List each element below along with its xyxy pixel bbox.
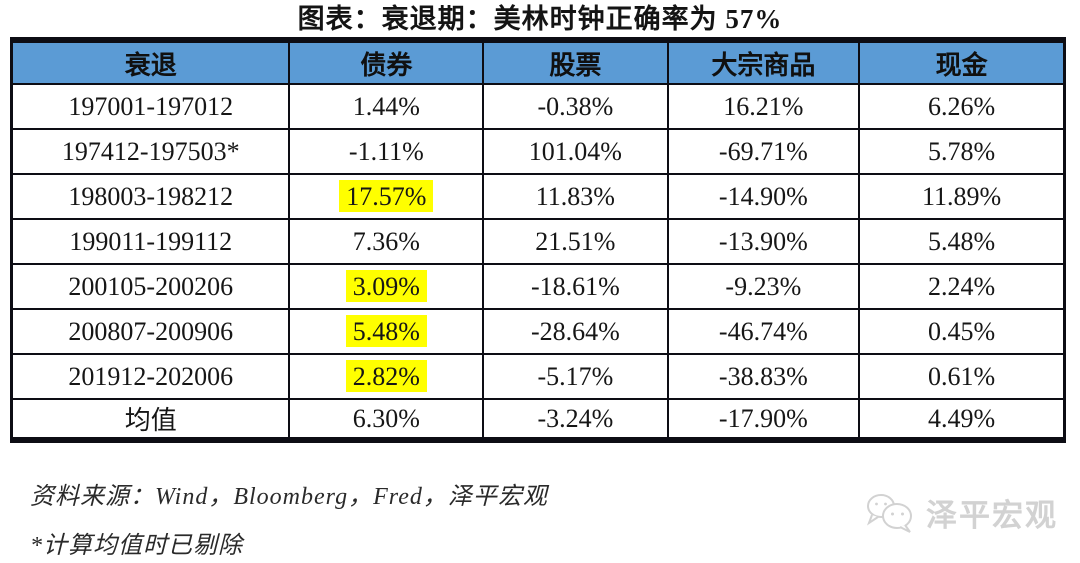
commodity-cell: -38.83%	[666, 353, 861, 400]
commodity-cell: 16.21%	[666, 83, 861, 130]
cash-cell: 11.89%	[858, 173, 1066, 220]
col-header-bond: 债券	[288, 39, 485, 85]
table-row: 200807-200906 5.48% -28.64% -46.74% 0.45…	[10, 308, 1066, 355]
commodity-cell: -46.74%	[666, 308, 861, 355]
cash-cell: 2.24%	[858, 263, 1066, 310]
bond-value: -1.11%	[348, 136, 424, 166]
bond-value-highlighted: 2.82%	[345, 359, 427, 392]
commodity-cell: -9.23%	[666, 263, 861, 310]
stock-cell: -28.64%	[482, 308, 669, 355]
bond-cell: 6.30%	[288, 398, 485, 441]
period-cell: 200807-200906	[10, 308, 291, 355]
bond-cell: 2.82%	[288, 353, 485, 400]
table-row: 199011-199112 7.36% 21.51% -13.90% 5.48%	[10, 218, 1066, 265]
bond-cell: -1.11%	[288, 128, 485, 175]
source-note: 资料来源：Wind，Bloomberg，Fred，泽平宏观	[30, 484, 548, 510]
commodity-cell: -13.90%	[666, 218, 861, 265]
table-row: 197412-197503* -1.11% 101.04% -69.71% 5.…	[10, 128, 1066, 175]
stock-cell: 21.51%	[482, 218, 669, 265]
asterisk-note: *计算均值时已剔除	[30, 533, 243, 559]
wechat-chat-bubbles-icon	[864, 492, 918, 534]
table-row: 197001-197012 1.44% -0.38% 16.21% 6.26%	[10, 83, 1066, 130]
footer-notes: 资料来源：Wind，Bloomberg，Fred，泽平宏观 *计算均值时已剔除	[30, 476, 548, 560]
commodity-cell: -17.90%	[666, 398, 861, 441]
table-row: 200105-200206 3.09% -18.61% -9.23% 2.24%	[10, 263, 1066, 310]
commodity-cell: -14.90%	[666, 173, 861, 220]
brand-watermark-label: 泽平宏观	[926, 498, 1058, 533]
table-row-mean: 均值 6.30% -3.24% -17.90% 4.49%	[10, 398, 1066, 441]
bond-value-highlighted: 5.48%	[345, 314, 427, 347]
brand-watermark: 泽平宏观	[864, 490, 1058, 535]
bond-cell: 17.57%	[288, 173, 485, 220]
stock-cell: 11.83%	[482, 173, 669, 220]
col-header-cash: 现金	[858, 39, 1066, 85]
merrill-clock-table: 衰退 债券 股票 大宗商品 现金 197001-197012 1.44% -0.…	[10, 37, 1066, 443]
bond-value: 7.36%	[352, 226, 420, 256]
period-cell: 201912-202006	[10, 353, 291, 400]
bond-cell: 5.48%	[288, 308, 485, 355]
period-cell: 197412-197503*	[10, 128, 291, 175]
bond-cell: 3.09%	[288, 263, 485, 310]
stock-cell: 101.04%	[482, 128, 669, 175]
period-cell: 198003-198212	[10, 173, 291, 220]
stock-cell: -5.17%	[482, 353, 669, 400]
cash-cell: 0.61%	[858, 353, 1066, 400]
cash-cell: 5.48%	[858, 218, 1066, 265]
stock-cell: -3.24%	[482, 398, 669, 441]
period-cell: 199011-199112	[10, 218, 291, 265]
bond-value-highlighted: 3.09%	[345, 269, 427, 302]
cash-cell: 6.26%	[858, 83, 1066, 130]
cash-cell: 4.49%	[858, 398, 1066, 441]
cash-cell: 5.78%	[858, 128, 1066, 175]
stock-cell: -18.61%	[482, 263, 669, 310]
merrill-clock-table-wrap: 衰退 债券 股票 大宗商品 现金 197001-197012 1.44% -0.…	[10, 37, 1068, 443]
header-row: 衰退 债券 股票 大宗商品 现金	[10, 39, 1066, 85]
stock-cell: -0.38%	[482, 83, 669, 130]
col-header-stock: 股票	[482, 39, 669, 85]
commodity-cell: -69.71%	[666, 128, 861, 175]
period-cell: 200105-200206	[10, 263, 291, 310]
col-header-commodity: 大宗商品	[666, 39, 861, 85]
period-cell: 均值	[10, 398, 291, 441]
table-row: 201912-202006 2.82% -5.17% -38.83% 0.61%	[10, 353, 1066, 400]
bond-value: 6.30%	[352, 403, 420, 433]
bond-cell: 1.44%	[288, 83, 485, 130]
cash-cell: 0.45%	[858, 308, 1066, 355]
table-row: 198003-198212 17.57% 11.83% -14.90% 11.8…	[10, 173, 1066, 220]
bond-value-highlighted: 17.57%	[339, 179, 434, 212]
bond-value: 1.44%	[352, 91, 420, 121]
bond-cell: 7.36%	[288, 218, 485, 265]
col-header-recession: 衰退	[10, 39, 291, 85]
figure-title: 图表：衰退期：美林时钟正确率为 57%	[297, 4, 783, 34]
period-cell: 197001-197012	[10, 83, 291, 130]
